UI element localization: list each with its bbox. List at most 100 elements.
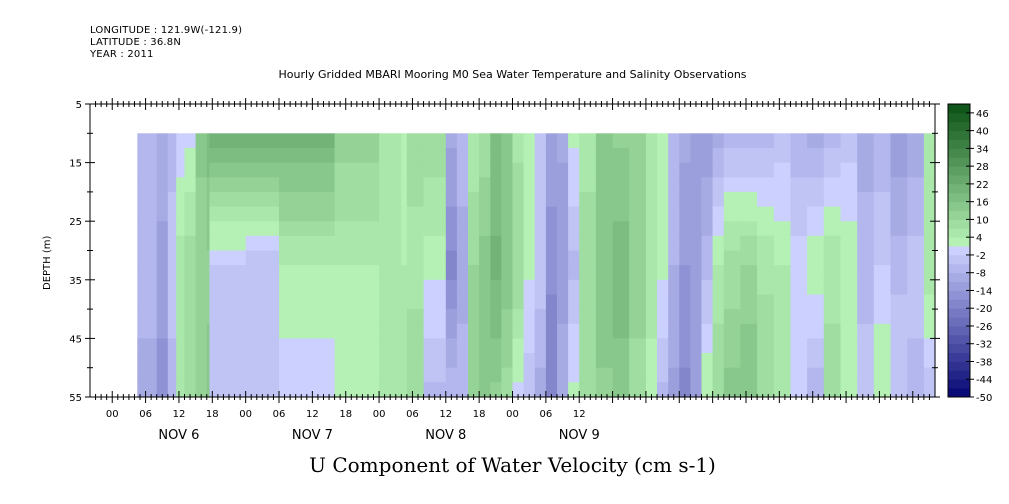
heatmap-cell xyxy=(645,353,658,369)
heatmap-cell xyxy=(690,133,703,149)
heatmap-cell xyxy=(612,294,630,310)
heatmap-cell xyxy=(468,177,480,193)
heatmap-cell xyxy=(840,133,858,149)
colorbar-label: -20 xyxy=(976,304,992,315)
heatmap-cell xyxy=(501,177,514,193)
heatmap-cell xyxy=(512,353,525,369)
heatmap-cell xyxy=(823,221,842,237)
y-tick-label: 35 xyxy=(69,276,82,287)
heatmap-cell xyxy=(456,353,469,369)
heatmap-cell xyxy=(176,147,186,164)
heatmap-cell xyxy=(701,353,714,369)
heatmap-cell xyxy=(773,382,792,398)
heatmap-cell xyxy=(468,279,480,296)
year-label: YEAR : 2011 xyxy=(90,49,154,60)
heatmap-cell xyxy=(568,235,580,252)
colorbar-swatch xyxy=(948,201,970,211)
colorbar-label: 22 xyxy=(976,180,989,191)
heatmap-cell xyxy=(823,338,842,354)
heatmap-cell xyxy=(645,294,658,310)
heatmap-cell xyxy=(907,133,925,149)
heatmap-cell xyxy=(209,250,247,266)
heatmap-cell xyxy=(890,162,908,178)
heatmap-cell xyxy=(823,177,842,193)
heatmap-cell xyxy=(401,353,408,369)
heatmap-cell xyxy=(668,367,680,383)
heatmap-cell xyxy=(857,147,875,164)
x-tick-label: 06 xyxy=(406,409,419,420)
heatmap-cell xyxy=(206,265,211,281)
heatmap-cell xyxy=(195,367,208,383)
heatmap-cell xyxy=(712,206,725,222)
heatmap-cell xyxy=(923,177,936,193)
heatmap-cell xyxy=(645,162,658,178)
heatmap-cell xyxy=(740,265,758,281)
heatmap-cell xyxy=(137,133,158,149)
heatmap-cell xyxy=(167,382,177,398)
heatmap-cell xyxy=(701,177,714,193)
heatmap-cell xyxy=(790,294,808,310)
heatmap-cell xyxy=(629,265,647,281)
y-axis-label: DEPTH (m) xyxy=(42,236,53,290)
heatmap-cell xyxy=(209,309,247,325)
heatmap-cell xyxy=(501,162,514,178)
heatmap-cell xyxy=(568,265,580,281)
heatmap-cell xyxy=(401,235,408,252)
heatmap-cell xyxy=(773,133,792,149)
heatmap-cell xyxy=(757,133,775,149)
heatmap-cell xyxy=(456,235,469,252)
heatmap-cell xyxy=(579,133,597,149)
heatmap-cell xyxy=(923,206,936,222)
heatmap-cell xyxy=(206,338,211,354)
heatmap-cell xyxy=(468,294,480,310)
heatmap-cell xyxy=(523,162,536,178)
heatmap-cell xyxy=(890,206,908,222)
heatmap-cell xyxy=(740,309,758,325)
colorbar-swatch xyxy=(948,148,970,158)
heatmap-cell xyxy=(679,338,691,354)
colorbar-swatch xyxy=(948,290,970,300)
x-tick-label: 12 xyxy=(306,409,319,420)
colorbar-swatch xyxy=(948,121,970,132)
heatmap-cell xyxy=(184,235,197,252)
heatmap-cell xyxy=(167,309,177,325)
heatmap-cell xyxy=(456,323,469,339)
heatmap-cell xyxy=(773,367,792,383)
heatmap-cell xyxy=(679,294,691,310)
heatmap-cell xyxy=(890,279,908,296)
colorbar-swatch xyxy=(948,254,970,265)
heatmap-cell xyxy=(657,133,669,149)
colorbar-label: -32 xyxy=(976,340,992,351)
heatmap-cell xyxy=(723,133,742,149)
heatmap-cell xyxy=(612,147,630,164)
heatmap-cell xyxy=(740,382,758,398)
heatmap-cell xyxy=(690,250,703,266)
colorbar-label: -38 xyxy=(976,357,992,368)
heatmap-cell xyxy=(406,250,425,266)
heatmap-cell xyxy=(501,353,514,369)
heatmap-cell xyxy=(195,147,208,164)
heatmap-cell xyxy=(568,133,580,149)
heatmap-cell xyxy=(445,147,458,164)
heatmap-cell xyxy=(490,250,502,266)
heatmap-cell xyxy=(279,221,336,237)
heatmap-cell xyxy=(479,265,491,281)
heatmap-cell xyxy=(595,250,614,266)
heatmap-cell xyxy=(557,382,569,398)
heatmap-cell xyxy=(873,235,892,252)
heatmap-cell xyxy=(629,338,647,354)
heatmap-cell xyxy=(873,250,892,266)
heatmap-cell xyxy=(245,191,280,208)
heatmap-cell xyxy=(490,235,502,252)
heatmap-cell xyxy=(823,309,842,325)
heatmap-cell xyxy=(167,294,177,310)
heatmap-cell xyxy=(523,323,536,339)
heatmap-cell xyxy=(873,382,892,398)
colorbar-swatch xyxy=(948,325,970,336)
heatmap-cell xyxy=(645,177,658,193)
heatmap-cell xyxy=(645,265,658,281)
heatmap-cell xyxy=(857,235,875,252)
heatmap-cell xyxy=(840,338,858,354)
heatmap-cell xyxy=(245,353,280,369)
heatmap-cell xyxy=(857,265,875,281)
